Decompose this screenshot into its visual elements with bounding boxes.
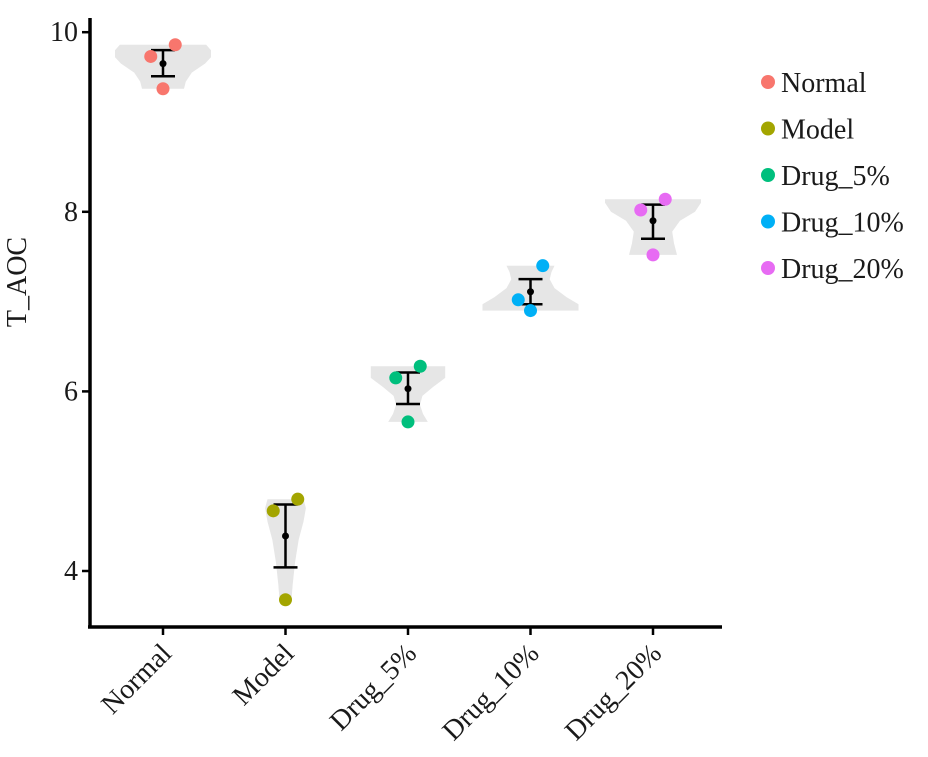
legend-marker: [761, 121, 775, 136]
data-point: [144, 49, 158, 63]
legend-marker: [761, 168, 775, 182]
x-tick-label: Normal: [96, 638, 179, 721]
y-tick-label: 8: [64, 197, 78, 228]
data-point: [279, 593, 292, 607]
legend-label: Model: [781, 115, 854, 146]
error-bar-Drug_20%: [641, 203, 665, 240]
legend-label: Drug_10%: [781, 208, 904, 239]
legend: Normal Model Drug_5% Drug_10% Drug_20%: [761, 68, 904, 285]
data-point: [168, 38, 182, 52]
legend-label: Drug_5%: [781, 161, 890, 192]
axes: [82, 18, 722, 635]
data-point: [266, 504, 280, 518]
legend-item: Drug_20%: [761, 254, 904, 285]
y-axis-title: T_AOC: [2, 237, 33, 327]
data-point: [401, 415, 415, 429]
legend-marker: [761, 214, 775, 229]
error-bar-Drug_5%: [396, 371, 420, 406]
data-point: [536, 259, 550, 273]
x-tick-label: Model: [227, 638, 301, 712]
data-point: [413, 359, 427, 373]
data-point: [634, 203, 648, 217]
mean-point: [282, 532, 289, 540]
y-tick-label: 4: [64, 556, 78, 587]
error-bar-Normal: [151, 48, 175, 78]
error-bar-Model: [273, 503, 298, 569]
data-point: [524, 304, 537, 318]
mean-point: [404, 385, 412, 393]
x-tick-label: Drug_10%: [437, 638, 546, 747]
legend-item: Normal: [761, 68, 867, 99]
data-point: [658, 192, 672, 206]
error-bar-layer: [151, 48, 665, 569]
legend-item: Model: [761, 115, 854, 146]
legend-item: Drug_5%: [761, 161, 890, 192]
legend-label: Normal: [781, 68, 867, 99]
legend-marker: [761, 261, 775, 275]
mean-point: [649, 217, 657, 225]
legend-marker: [761, 75, 775, 89]
data-point: [511, 293, 525, 307]
y-tick-label: 10: [50, 17, 78, 48]
legend-item: Drug_10%: [761, 208, 904, 239]
mean-point: [159, 60, 167, 68]
data-point: [291, 492, 305, 506]
legend-label: Drug_20%: [781, 254, 904, 285]
x-tick-label: Drug_20%: [559, 638, 668, 747]
y-tick-labels: 4 6 8 10: [50, 17, 78, 587]
data-point: [646, 248, 660, 262]
point-layer: [144, 38, 672, 607]
data-point: [389, 371, 403, 385]
y-tick-label: 6: [64, 376, 78, 407]
x-tick-label: Drug_5%: [324, 638, 423, 737]
data-point: [156, 82, 170, 96]
x-tick-labels: Normal Model Drug_5% Drug_10% Drug_20%: [96, 638, 668, 747]
mean-point: [527, 288, 534, 296]
violin-layer: [115, 44, 701, 600]
